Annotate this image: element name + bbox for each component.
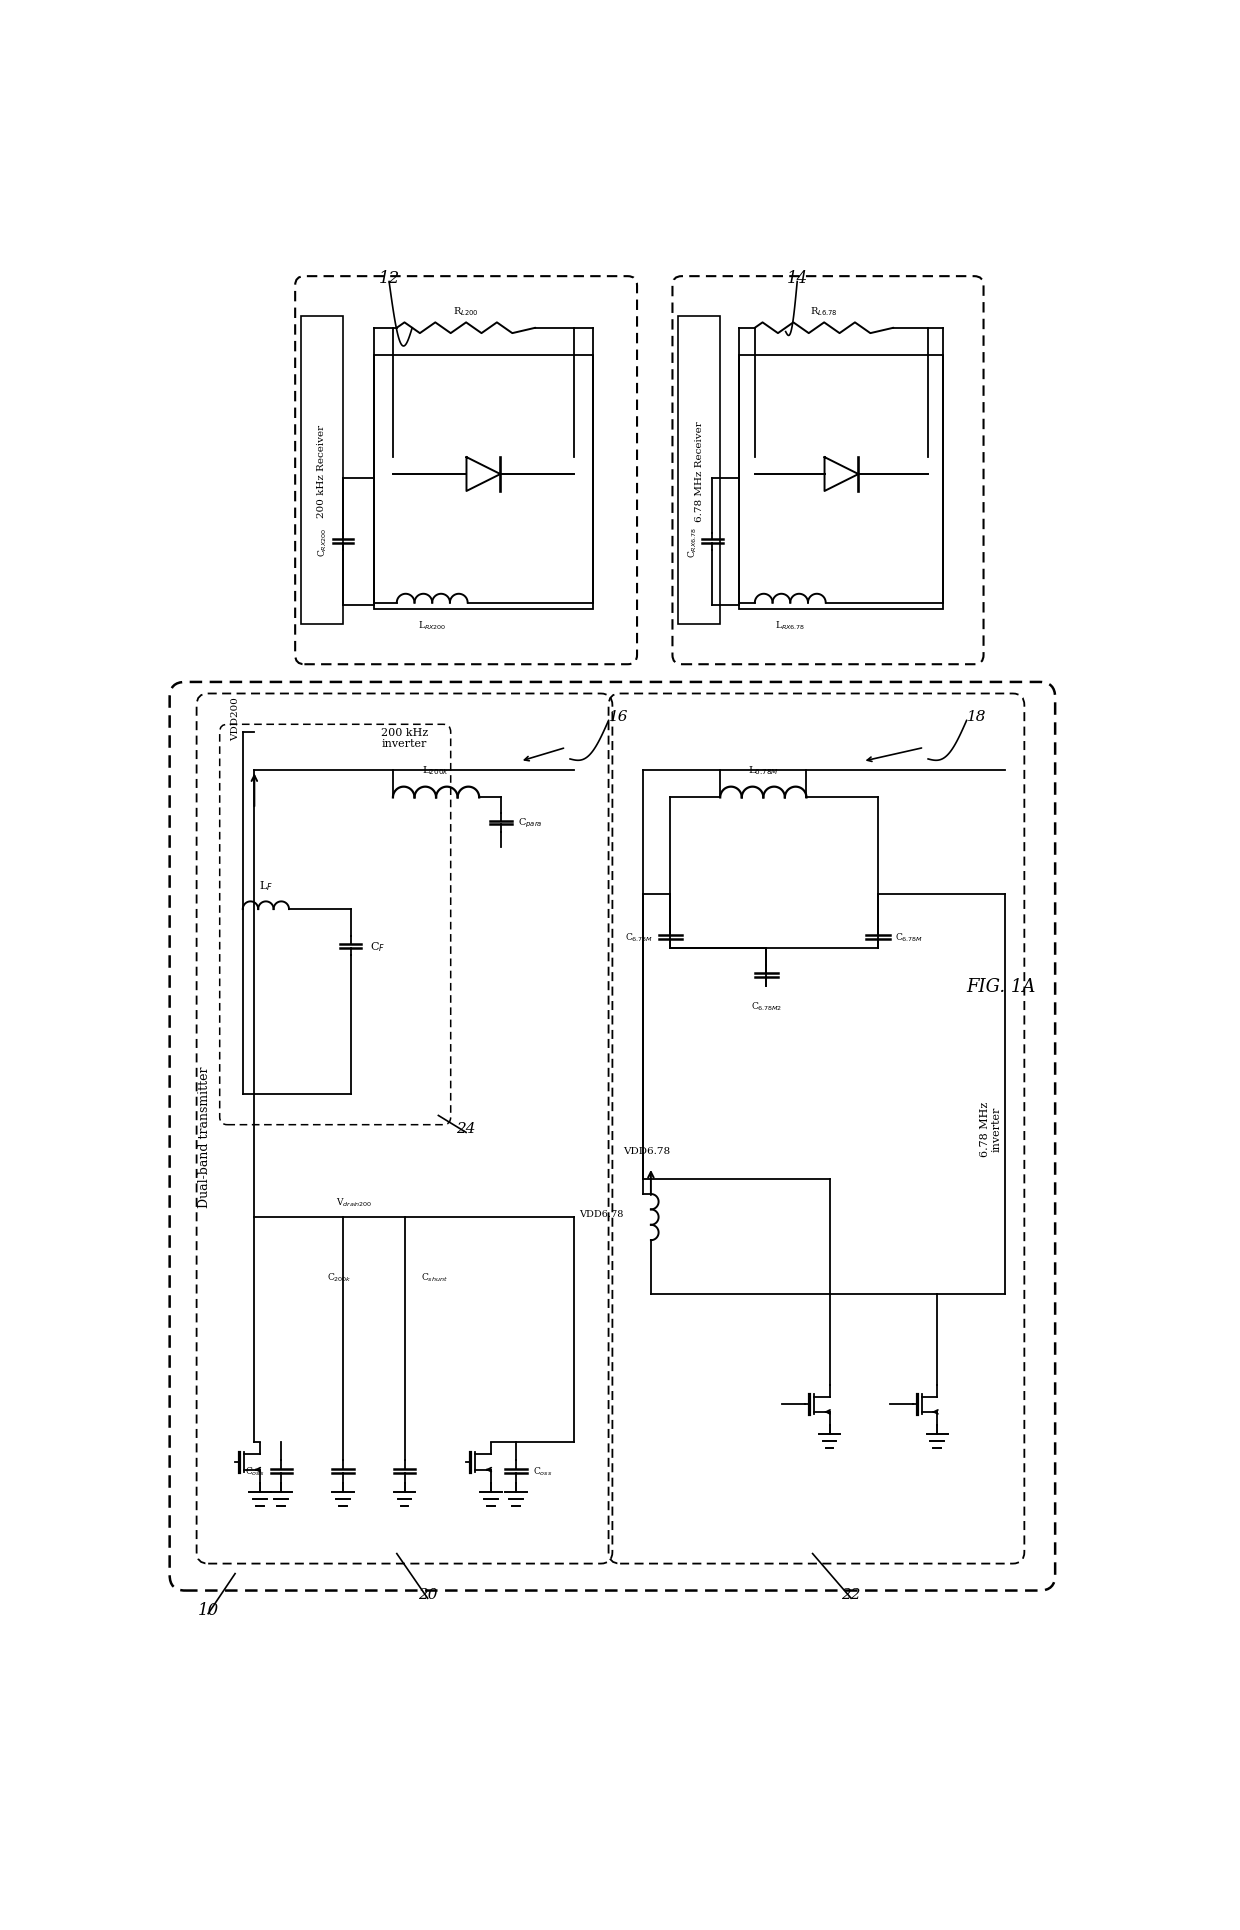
- Text: 10: 10: [197, 1600, 218, 1617]
- Text: C$_{200k}$: C$_{200k}$: [326, 1272, 351, 1283]
- Text: C$_{oss}$: C$_{oss}$: [246, 1465, 264, 1478]
- Text: V$_{drain200}$: V$_{drain200}$: [336, 1197, 373, 1208]
- Text: 12: 12: [378, 270, 399, 286]
- Text: C$_{6.78M}$: C$_{6.78M}$: [895, 930, 923, 944]
- Bar: [300, 317, 343, 625]
- Text: VDD6.78: VDD6.78: [579, 1208, 624, 1218]
- Text: C$_F$: C$_F$: [370, 940, 384, 953]
- Text: L$_{RX200}$: L$_{RX200}$: [418, 620, 446, 631]
- Text: L$_{6.78M}$: L$_{6.78M}$: [748, 764, 779, 776]
- Bar: [739, 355, 944, 610]
- Text: C$_{6.78M2}$: C$_{6.78M2}$: [750, 1000, 782, 1013]
- Text: C$_{RX6.78}$: C$_{RX6.78}$: [686, 527, 698, 558]
- Text: VDD200: VDD200: [231, 697, 241, 741]
- Text: C$_{oss}$: C$_{oss}$: [533, 1465, 552, 1478]
- Text: 18: 18: [967, 710, 986, 724]
- Text: 14: 14: [786, 270, 807, 286]
- Text: FIG. 1A: FIG. 1A: [966, 979, 1035, 996]
- Text: C$_{para}$: C$_{para}$: [517, 816, 542, 830]
- Text: 16: 16: [609, 710, 627, 724]
- Bar: [678, 317, 720, 625]
- Text: 20: 20: [418, 1586, 438, 1602]
- Text: 24: 24: [456, 1121, 476, 1135]
- Text: C$_{shunt}$: C$_{shunt}$: [422, 1272, 449, 1283]
- Text: 22: 22: [842, 1586, 861, 1602]
- Text: Dual-band transmitter: Dual-band transmitter: [198, 1065, 211, 1208]
- Text: R$_{L200}$: R$_{L200}$: [453, 305, 479, 318]
- Text: VDD6.78: VDD6.78: [624, 1146, 671, 1156]
- Text: 6.78 MHz Receiver: 6.78 MHz Receiver: [694, 421, 703, 521]
- Text: L$_{200k}$: L$_{200k}$: [423, 764, 450, 776]
- Text: R$_{L6.78}$: R$_{L6.78}$: [811, 305, 838, 318]
- Text: 200 kHz
inverter: 200 kHz inverter: [381, 728, 428, 749]
- Text: C$_{6.78M}$: C$_{6.78M}$: [625, 930, 653, 944]
- Text: 6.78 MHz
inverter: 6.78 MHz inverter: [981, 1102, 1002, 1156]
- Bar: [373, 355, 593, 610]
- Text: L$_{RX6.78}$: L$_{RX6.78}$: [775, 620, 805, 631]
- Text: L$_F$: L$_F$: [259, 878, 273, 894]
- Text: C$_{RX200}$: C$_{RX200}$: [316, 527, 329, 556]
- Text: 200 kHz Receiver: 200 kHz Receiver: [317, 425, 326, 517]
